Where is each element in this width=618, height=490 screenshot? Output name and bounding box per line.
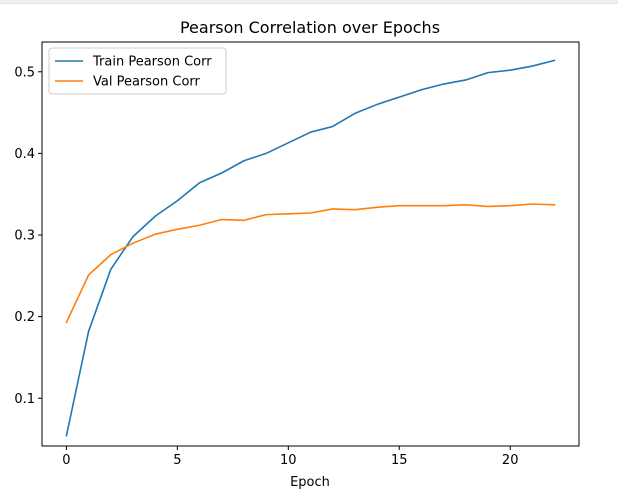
x-axis-ticks: 0 5 10 15 20 xyxy=(62,446,518,468)
y-tick-label: 0.1 xyxy=(14,392,35,407)
y-tick-label: 0.5 xyxy=(14,65,35,80)
legend: Train Pearson Corr Val Pearson Corr xyxy=(48,47,227,95)
x-tick-label: 20 xyxy=(502,453,519,468)
window-top-border xyxy=(0,0,618,4)
x-axis-label: Epoch xyxy=(290,475,330,490)
series-line-train xyxy=(65,59,556,437)
x-tick-label: 15 xyxy=(391,453,408,468)
y-tick-label: 0.3 xyxy=(14,229,35,244)
y-tick-label: 0.2 xyxy=(14,310,35,325)
series-layer xyxy=(65,59,556,437)
chart-title: Pearson Correlation over Epochs xyxy=(180,18,440,37)
legend-label-train: Train Pearson Corr xyxy=(92,55,212,70)
plot-frame xyxy=(41,41,580,447)
legend-label-val: Val Pearson Corr xyxy=(93,75,201,90)
series-line-val xyxy=(65,203,556,324)
x-tick-label: 5 xyxy=(173,453,181,468)
y-axis-ticks: 0.1 0.2 0.3 0.4 0.5 xyxy=(14,65,42,407)
x-tick-label: 10 xyxy=(280,453,297,468)
legend-box xyxy=(48,47,227,95)
y-tick-label: 0.4 xyxy=(14,147,35,162)
x-tick-label: 0 xyxy=(62,453,70,468)
